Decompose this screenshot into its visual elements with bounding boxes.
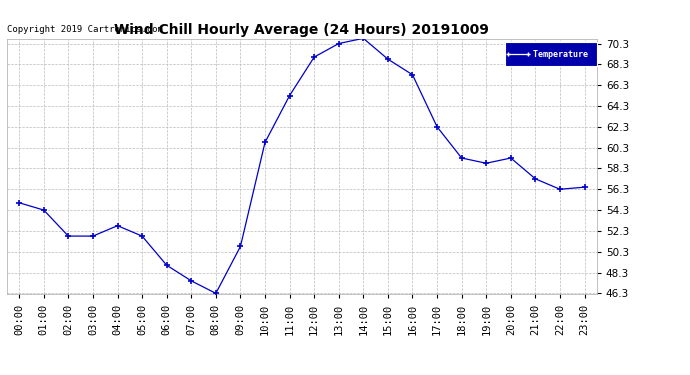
Text: Copyright 2019 Cartronics.com: Copyright 2019 Cartronics.com xyxy=(7,25,163,34)
Title: Wind Chill Hourly Average (24 Hours) 20191009: Wind Chill Hourly Average (24 Hours) 201… xyxy=(115,23,489,37)
